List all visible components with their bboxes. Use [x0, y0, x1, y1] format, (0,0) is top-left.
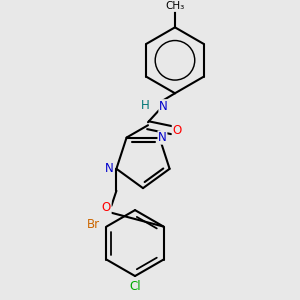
Text: Cl: Cl — [129, 280, 141, 292]
Text: H: H — [141, 99, 150, 112]
Text: O: O — [102, 201, 111, 214]
Text: O: O — [172, 124, 182, 137]
Text: N: N — [105, 162, 113, 175]
Text: Br: Br — [87, 218, 100, 231]
Text: N: N — [159, 100, 168, 113]
Text: N: N — [158, 131, 167, 144]
Text: CH₃: CH₃ — [165, 2, 184, 11]
